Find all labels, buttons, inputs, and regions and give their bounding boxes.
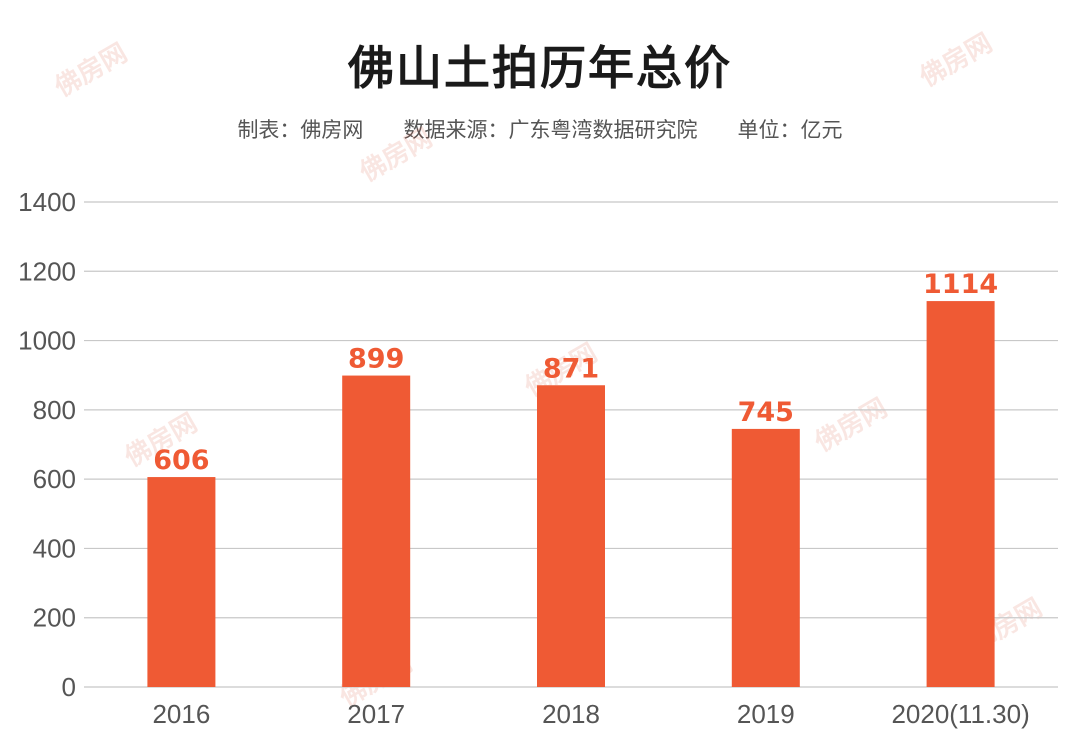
bar [537, 385, 605, 687]
x-tick-label: 2016 [152, 699, 210, 729]
y-tick-label: 400 [33, 533, 76, 563]
y-tick-label: 600 [33, 464, 76, 494]
bar [342, 375, 411, 687]
bar [926, 301, 995, 687]
data-label: 745 [738, 397, 794, 428]
data-label: 899 [348, 344, 404, 375]
y-tick-label: 1200 [18, 256, 76, 286]
y-tick-label: 800 [33, 395, 76, 425]
y-tick-label: 1400 [18, 187, 76, 217]
y-tick-label: 200 [33, 603, 76, 633]
x-tick-label: 2020(11.30) [891, 699, 1029, 729]
data-label: 1114 [923, 269, 998, 300]
bar [731, 428, 800, 687]
data-label: 871 [543, 353, 599, 384]
data-label: 606 [153, 445, 209, 476]
x-tick-label: 2019 [737, 699, 795, 729]
y-tick-label: 0 [62, 672, 76, 702]
x-tick-label: 2017 [347, 699, 405, 729]
chart-title: 佛山土拍历年总价 [348, 41, 732, 95]
bar [147, 477, 216, 687]
chart-subtitle: 制表：佛房网 数据来源：广东粤湾数据研究院 单位：亿元 [237, 118, 843, 142]
y-tick-label: 1000 [18, 326, 76, 356]
x-tick-label: 2018 [542, 699, 600, 729]
